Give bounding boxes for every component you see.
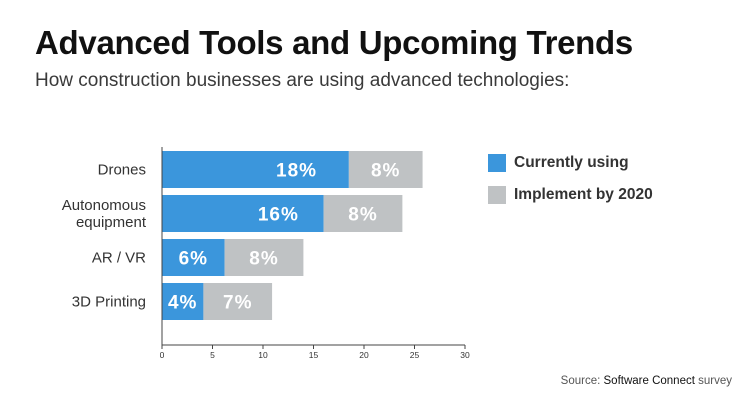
legend-item-implement-by-2020: Implement by 2020 xyxy=(488,185,653,205)
bar-implement-by-2020 xyxy=(348,151,423,188)
data-label: 7% xyxy=(223,293,252,314)
data-label: 18% xyxy=(276,161,317,182)
source-name: Software Connect xyxy=(603,375,695,387)
data-label: 8% xyxy=(371,161,400,182)
legend-item-currently-using: Currently using xyxy=(488,153,653,173)
category-label: Drones xyxy=(98,162,146,179)
bar-currently-using xyxy=(162,151,349,188)
data-label: 4% xyxy=(168,293,197,314)
source-suffix: survey xyxy=(694,375,732,387)
legend: Currently using Implement by 2020 xyxy=(488,153,653,217)
data-label: 8% xyxy=(249,249,278,270)
legend-swatch-currently-using xyxy=(488,154,506,172)
bar-currently-using xyxy=(162,239,225,276)
category-label: 3D Printing xyxy=(72,294,146,311)
x-tick-label: 10 xyxy=(258,350,268,360)
data-label: 16% xyxy=(258,205,299,226)
legend-label-currently-using: Currently using xyxy=(514,154,629,171)
chart-title: Advanced Tools and Upcoming Trends xyxy=(35,24,633,61)
category-label: AR / VR xyxy=(92,250,146,267)
x-tick-label: 15 xyxy=(309,350,319,360)
bar-currently-using xyxy=(162,195,324,232)
legend-swatch-implement-by-2020 xyxy=(488,186,506,204)
x-tick-label: 25 xyxy=(410,350,420,360)
category-label-line: Drones xyxy=(98,162,146,179)
category-label: Autonomous equipment xyxy=(62,197,147,231)
legend-label-implement-by-2020: Implement by 2020 xyxy=(514,186,653,203)
category-label-line: AR / VR xyxy=(92,250,146,267)
data-label: 6% xyxy=(179,249,208,270)
x-tick-label: 0 xyxy=(160,350,165,360)
category-label-line: Autonomous xyxy=(62,197,146,214)
category-label-line: equipment xyxy=(76,214,147,231)
category-label-line: 3D Printing xyxy=(72,294,146,311)
x-tick-label: 5 xyxy=(210,350,215,360)
bar-implement-by-2020 xyxy=(224,239,304,276)
x-tick-label: 30 xyxy=(460,350,470,360)
source-note: Source: Software Connect survey xyxy=(561,375,732,387)
data-label: 8% xyxy=(348,205,377,226)
x-tick-label: 20 xyxy=(359,350,369,360)
bar-currently-using xyxy=(162,283,204,320)
source-prefix: Source: xyxy=(560,375,604,387)
bar-implement-by-2020 xyxy=(203,283,273,320)
chart-subtitle: How construction businesses are using ad… xyxy=(35,70,570,91)
bar-implement-by-2020 xyxy=(323,195,403,232)
